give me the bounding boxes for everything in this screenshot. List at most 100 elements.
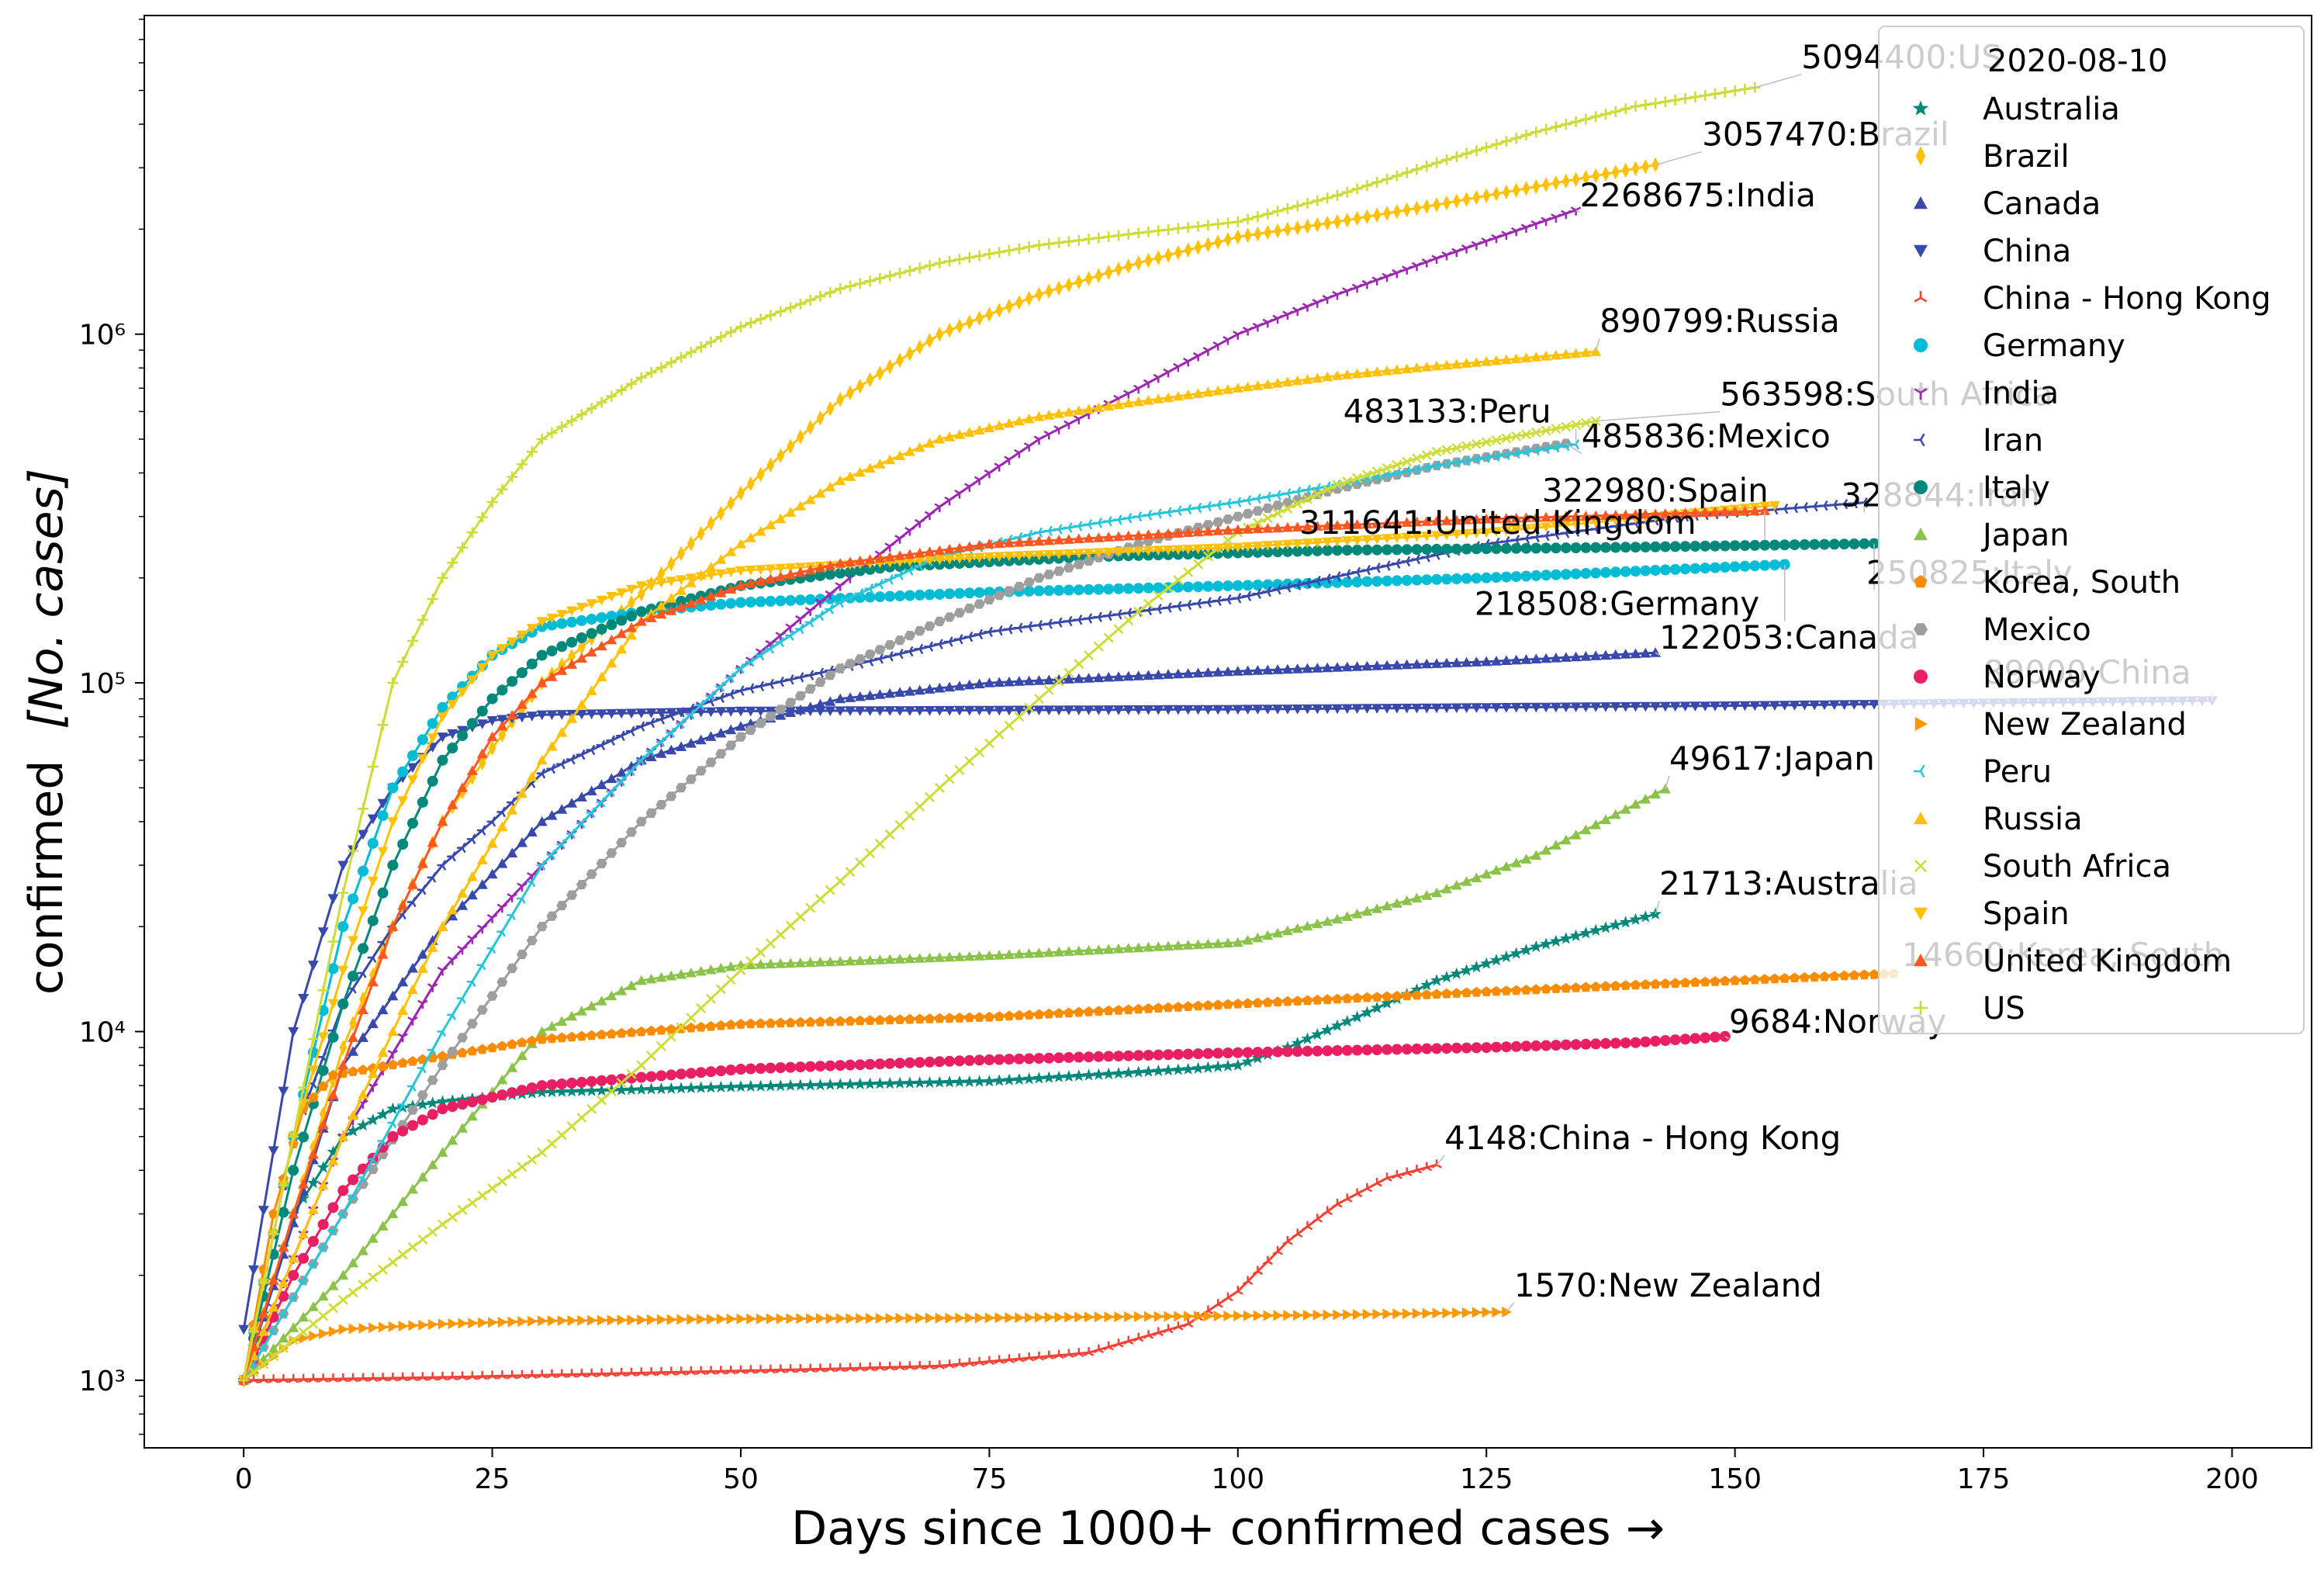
data-point (1609, 918, 1622, 930)
data-point (697, 525, 705, 542)
data-point (1113, 671, 1124, 681)
data-point (337, 860, 349, 871)
legend-label: Japan (1980, 518, 2070, 553)
data-point (1580, 982, 1592, 992)
data-point (1819, 500, 1828, 511)
data-point (725, 326, 737, 338)
data-point (1173, 1321, 1184, 1331)
data-point (864, 462, 876, 473)
data-point (1322, 662, 1333, 673)
data-point (1292, 705, 1303, 715)
data-point (1799, 700, 1810, 711)
data-point (1153, 545, 1164, 556)
data-point (507, 709, 518, 720)
data-point (645, 1025, 657, 1036)
data-point (507, 893, 517, 902)
data-point (1203, 1311, 1214, 1322)
data-point (1759, 559, 1771, 571)
data-point (1630, 101, 1641, 113)
data-point (794, 623, 804, 635)
data-point (1004, 1010, 1015, 1021)
data-point (367, 952, 377, 963)
data-point (1073, 614, 1083, 625)
data-point (1809, 700, 1821, 711)
data-point (785, 957, 797, 968)
data-point (1272, 206, 1284, 217)
data-point (1341, 704, 1353, 715)
data-point (397, 1372, 408, 1382)
data-point (566, 798, 578, 808)
data-point (596, 858, 607, 869)
data-point (1391, 170, 1402, 182)
data-point (1451, 514, 1462, 525)
data-point (904, 446, 915, 456)
data-point (327, 894, 339, 904)
data-point (1292, 995, 1303, 1006)
data-point (1043, 947, 1055, 957)
data-point (486, 991, 498, 1001)
data-point (1572, 171, 1580, 187)
data-point (1322, 1045, 1333, 1057)
data-point (715, 1366, 727, 1375)
data-point (367, 814, 379, 825)
data-point (527, 1369, 538, 1380)
legend-item: Italy (1914, 470, 2050, 506)
data-point (317, 1290, 329, 1301)
data-point (1402, 1308, 1413, 1320)
data-point (327, 999, 339, 1009)
data-point (1143, 510, 1153, 521)
data-point (787, 438, 794, 454)
data-point (1093, 611, 1102, 622)
data-point (934, 588, 946, 600)
data-point (1719, 506, 1731, 517)
data-point (1134, 255, 1143, 271)
data-point (1232, 1047, 1243, 1058)
x-tick-label: 125 (1460, 1463, 1513, 1495)
data-point (924, 589, 935, 601)
data-point (606, 1074, 617, 1086)
data-point (984, 950, 995, 961)
data-point (1292, 580, 1302, 590)
data-point (1282, 1236, 1293, 1245)
data-point (606, 848, 617, 858)
data-point (576, 632, 587, 643)
data-point (1123, 1004, 1134, 1015)
data-point (1560, 652, 1572, 662)
data-point (1272, 500, 1284, 511)
data-point (1441, 543, 1452, 555)
data-point (1431, 543, 1443, 555)
data-point (755, 1018, 766, 1028)
data-point (616, 767, 628, 777)
data-point (1560, 569, 1572, 580)
data-point (1103, 632, 1114, 643)
data-point (1143, 1050, 1154, 1061)
data-point (1700, 563, 1711, 574)
data-point (994, 538, 1005, 549)
data-point (566, 1031, 577, 1042)
data-point (804, 594, 816, 605)
data-point (1073, 549, 1084, 559)
data-point (735, 597, 746, 608)
data-point (1749, 701, 1761, 712)
data-point (1789, 502, 1799, 514)
data-point (526, 826, 538, 836)
data-point (1413, 200, 1421, 216)
data-point (884, 454, 896, 465)
data-point (676, 585, 687, 595)
data-point (1224, 232, 1232, 248)
data-point (558, 657, 566, 673)
data-point (527, 1035, 538, 1046)
data-point (1530, 512, 1542, 522)
data-point (1163, 528, 1174, 538)
data-point (825, 560, 836, 570)
data-point (1411, 164, 1423, 175)
data-point (1223, 384, 1233, 394)
data-point (1749, 539, 1761, 551)
data-point (387, 1131, 399, 1142)
data-point (596, 995, 607, 1006)
data-point (735, 1064, 746, 1075)
data-point (676, 968, 687, 979)
data-point (307, 1301, 319, 1311)
data-point (486, 1092, 498, 1103)
data-point (1550, 349, 1561, 360)
